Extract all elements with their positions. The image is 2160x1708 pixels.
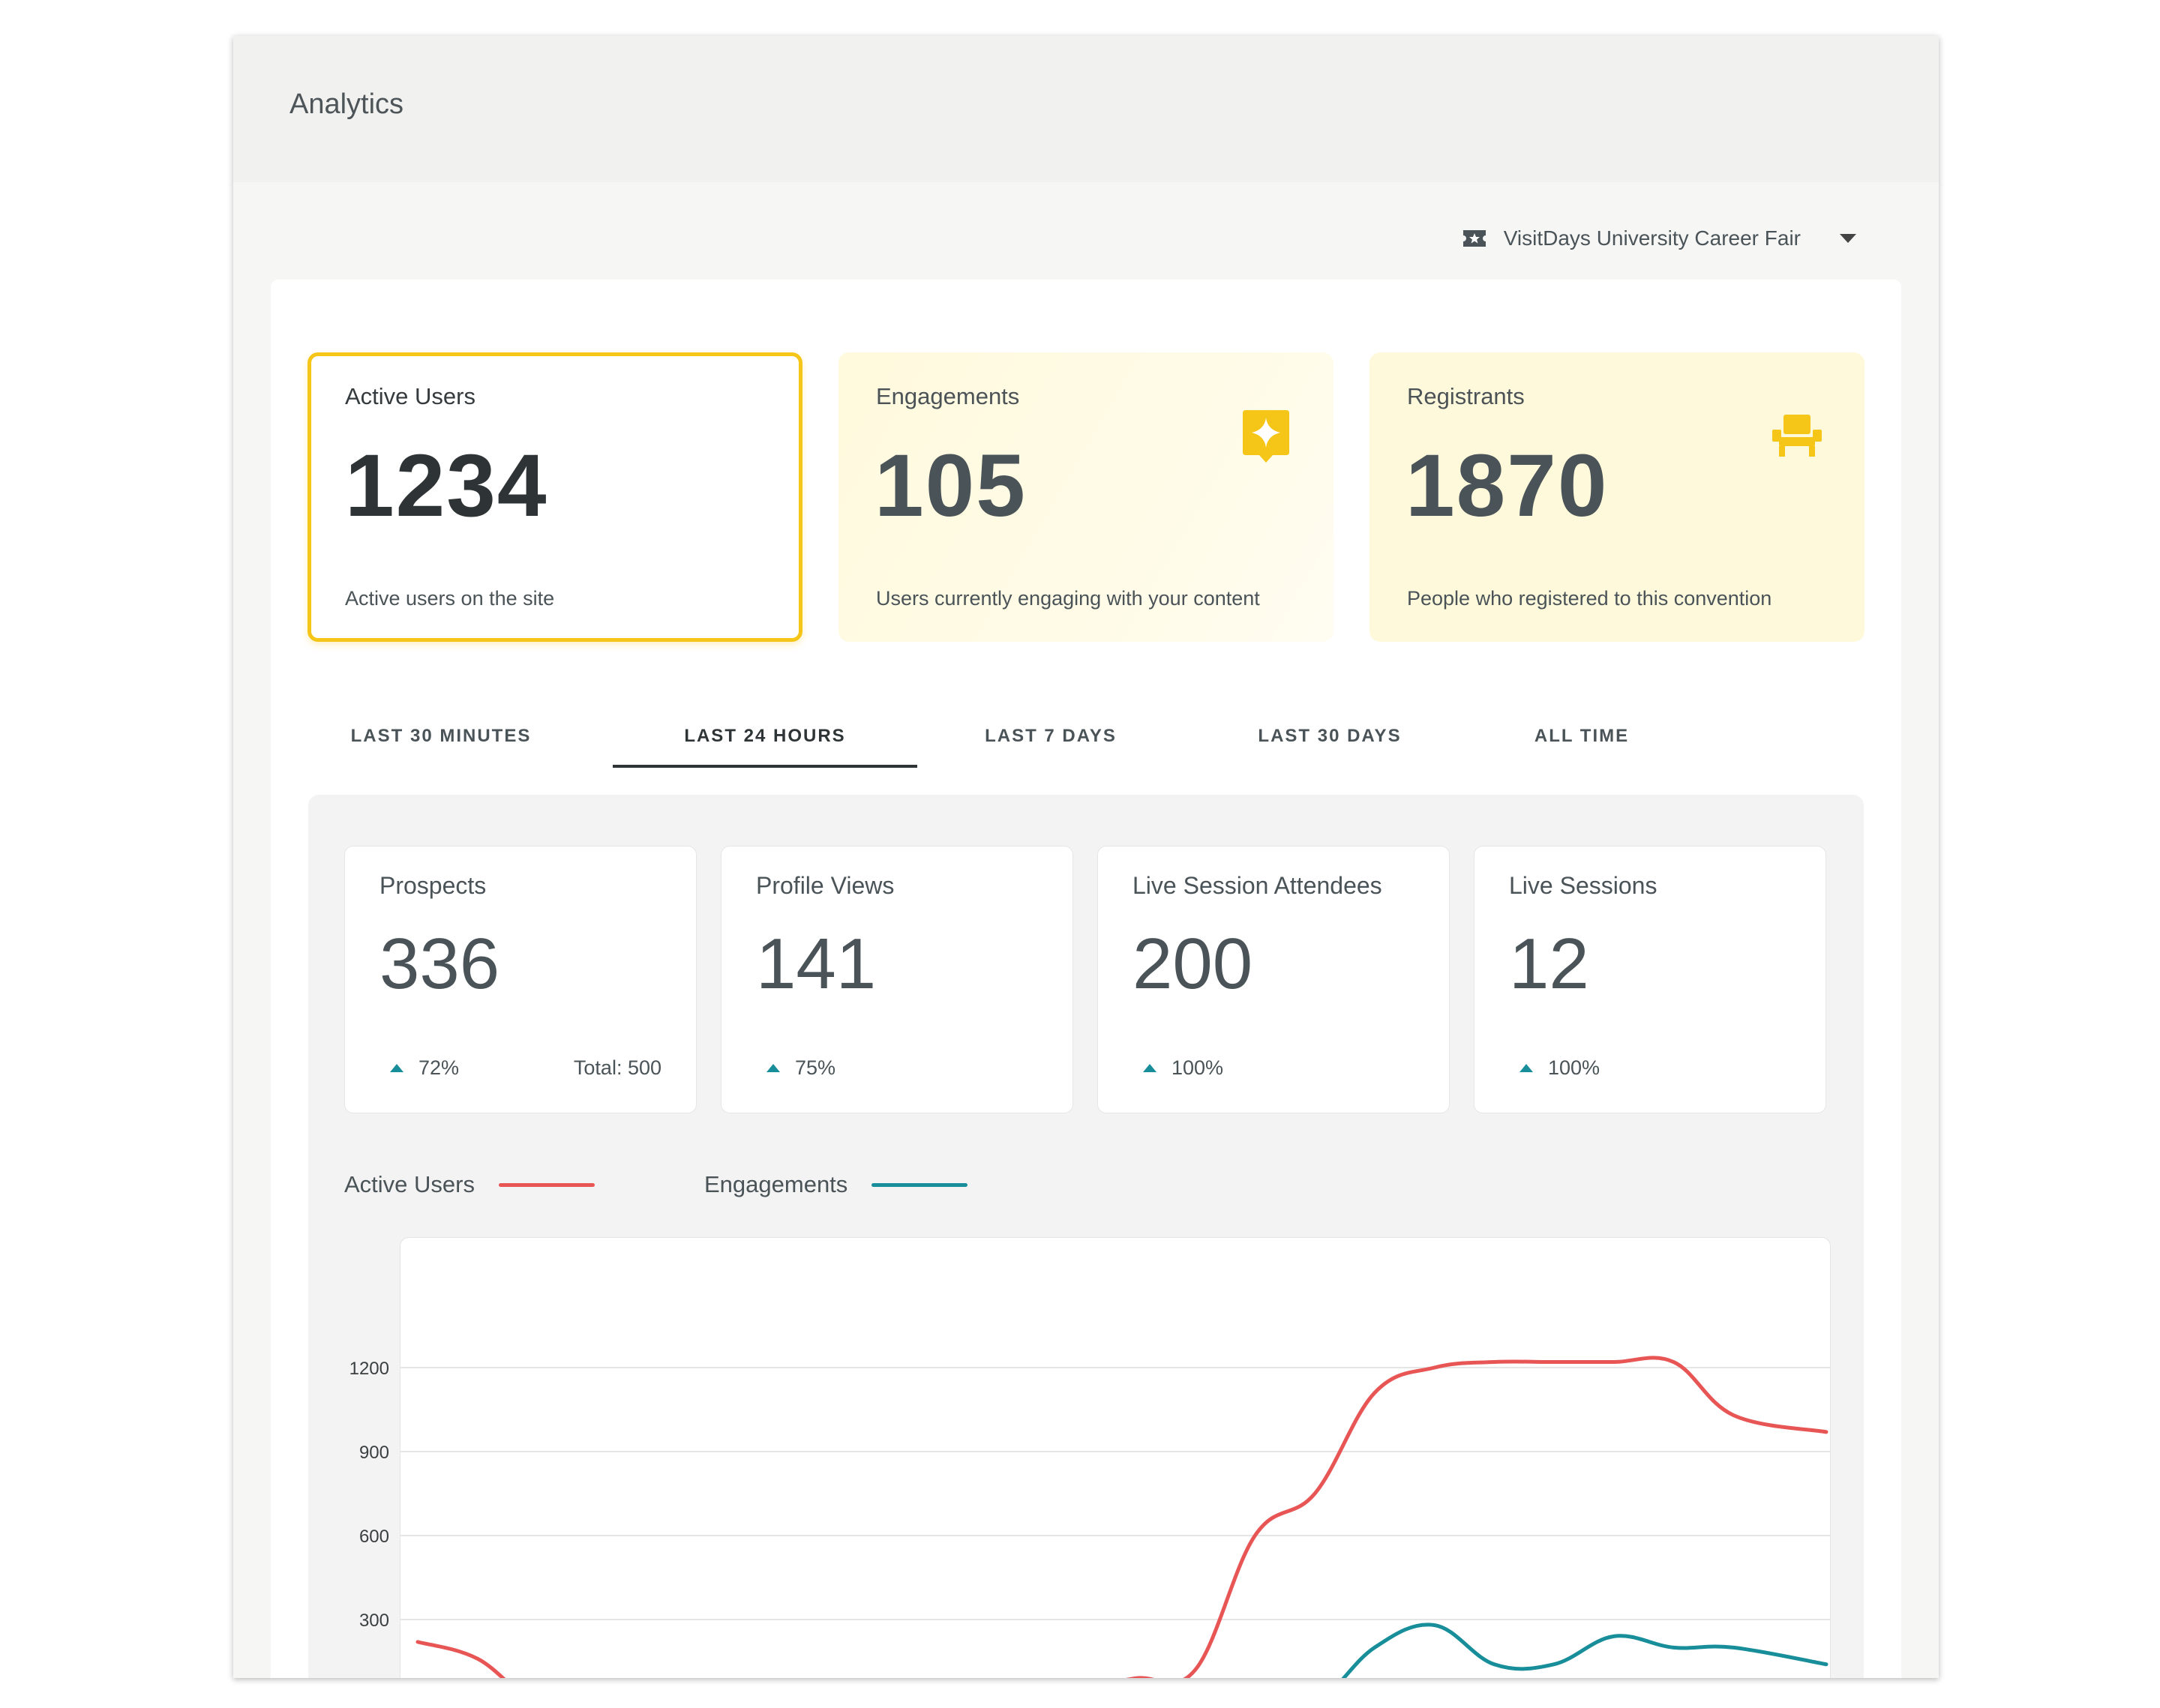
event-selector-label: VisitDays University Career Fair [1503, 226, 1801, 250]
analytics-panel: Active Users 1234 Active users on the si… [271, 280, 1901, 1678]
top-bar: Analytics [233, 36, 1939, 182]
engagements-line [1341, 1623, 1828, 1678]
tab-last-24-hours[interactable]: LAST 24 HOURS [613, 722, 917, 768]
trend-up-icon [390, 1064, 404, 1072]
stat-card-live-session-attendees[interactable]: Live Session Attendees 200 100% [1097, 846, 1450, 1113]
stat-value: 12 [1509, 924, 1589, 1004]
y-tick-label: 1200 [350, 1359, 389, 1379]
legend-label: Engagements [704, 1171, 848, 1197]
sparkle-badge-icon [1243, 410, 1289, 463]
stat-label: Live Sessions [1509, 872, 1658, 899]
time-range-tabs: LAST 30 MINUTES LAST 24 HOURS LAST 7 DAY… [308, 722, 1864, 768]
legend-engagements: Engagements [704, 1168, 968, 1201]
kpi-card-registrants[interactable]: Registrants 1870 People who registered t… [1370, 352, 1864, 642]
event-selector-dropdown[interactable]: VisitDays University Career Fair [1462, 223, 1856, 253]
stat-change: 72% [418, 1056, 460, 1079]
kpi-description: People who registered to this convention [1407, 587, 1772, 610]
kpi-label: Engagements [876, 383, 1020, 409]
stat-value: 336 [380, 924, 500, 1004]
kpi-label: Active Users [345, 383, 476, 409]
line-chart: 30060090012006PM7PM8PM9PM10PM11PM12AM1AM… [350, 1356, 1831, 1678]
legend-label: Active Users [344, 1171, 475, 1197]
stat-card-prospects[interactable]: Prospects 336 72% Total: 500 [344, 846, 697, 1113]
active-users-line [416, 1356, 1828, 1678]
kpi-value: 1870 [1406, 436, 1609, 535]
stat-value: 141 [756, 924, 877, 1004]
stat-total: Total: 500 [573, 1056, 662, 1079]
stat-label: Profile Views [756, 872, 895, 899]
stat-value: 200 [1132, 924, 1253, 1004]
stat-label: Live Session Attendees [1132, 872, 1382, 899]
stats-area: Prospects 336 72% Total: 500 Profile Vie… [308, 795, 1864, 1678]
y-tick-label: 900 [359, 1443, 389, 1463]
kpi-description: Users currently engaging with your conte… [876, 587, 1260, 610]
trend-up-icon [766, 1064, 780, 1072]
stat-label: Prospects [380, 872, 487, 899]
kpi-description: Active users on the site [345, 587, 555, 610]
ticket-icon [1462, 230, 1486, 247]
kpi-card-engagements[interactable]: Engagements 105 Users currently engaging… [838, 352, 1334, 642]
kpi-card-active-users[interactable]: Active Users 1234 Active users on the si… [308, 352, 802, 642]
chair-icon [1772, 415, 1822, 457]
trend-up-icon [1520, 1064, 1533, 1072]
stat-change: 75% [795, 1056, 836, 1079]
trend-up-icon [1143, 1064, 1156, 1072]
legend-swatch [498, 1182, 595, 1187]
legend-active-users: Active Users [344, 1168, 595, 1201]
analytics-window: Analytics VisitDays University Career Fa… [233, 36, 1939, 1678]
stat-change: 100% [1548, 1056, 1600, 1079]
kpi-label: Registrants [1407, 383, 1525, 409]
tab-last-7-days[interactable]: LAST 7 DAYS [985, 726, 1117, 746]
chevron-down-icon [1840, 234, 1856, 243]
y-tick-label: 300 [359, 1611, 389, 1631]
stat-card-profile-views[interactable]: Profile Views 141 75% [721, 846, 1073, 1113]
line-chart-card [400, 1237, 1831, 1678]
tab-last-30-minutes[interactable]: LAST 30 MINUTES [350, 726, 532, 746]
kpi-value: 105 [874, 436, 1027, 535]
y-tick-label: 600 [359, 1527, 389, 1547]
kpi-value: 1234 [345, 436, 548, 535]
legend-swatch [872, 1182, 968, 1187]
stat-change: 100% [1172, 1056, 1224, 1079]
stat-card-live-sessions[interactable]: Live Sessions 12 100% [1474, 846, 1826, 1113]
page-title: Analytics [290, 88, 404, 120]
tab-all-time[interactable]: ALL TIME [1534, 726, 1630, 746]
tab-last-30-days[interactable]: LAST 30 DAYS [1258, 726, 1402, 746]
